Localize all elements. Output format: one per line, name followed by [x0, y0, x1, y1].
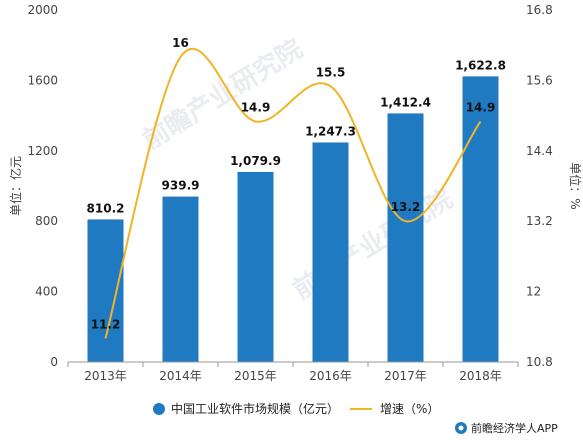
left-tick-label: 800: [35, 214, 58, 228]
right-tick-label: 15.6: [526, 73, 553, 87]
right-axis-title: 单位：%: [568, 162, 583, 209]
brand-logo-icon-inner: [458, 425, 464, 431]
x-tick-label: 2015年: [234, 369, 277, 383]
bar-data-label: 1,412.4: [380, 95, 431, 109]
x-tick-label: 2013年: [84, 369, 127, 383]
left-tick-label: 2000: [27, 3, 58, 17]
x-tick-label: 2018年: [459, 369, 502, 383]
left-tick-label: 1600: [27, 73, 58, 87]
left-tick-label: 0: [50, 355, 58, 369]
brand-text: 前瞻经济学人APP: [471, 421, 558, 435]
plot-area: 810.2 939.9 1,079.9 1,247.3 1,412.4 1,622.8 11…: [87, 36, 506, 362]
right-tick-label: 16.8: [526, 3, 553, 17]
bar-data-label: 1,079.9: [230, 154, 281, 168]
bar: [162, 196, 199, 362]
line-data-label: 13.2: [391, 200, 421, 214]
legend-swatch-bar: [153, 403, 165, 415]
bar: [237, 171, 274, 362]
line-data-label: 14.9: [466, 100, 496, 114]
growth-line: [104, 47, 482, 339]
legend-label-line: 增速（%）: [380, 402, 439, 416]
bar: [87, 219, 124, 362]
x-tick-label: 2017年: [384, 369, 427, 383]
watermark-text: 前瞻产业研究院: [137, 33, 308, 156]
line-data-label: 11.2: [91, 318, 121, 332]
left-tick-label: 1200: [27, 144, 58, 158]
bar: [312, 142, 349, 362]
bar-data-label: 810.2: [87, 201, 125, 215]
brand-footer: 前瞻经济学人APP: [455, 421, 558, 435]
x-tick-label: 2014年: [159, 369, 202, 383]
bar: [462, 76, 499, 362]
axes: 单位：亿元 单位：% 0 400 800 1200 1600 2000 10.8 12 13.2…: [8, 3, 583, 383]
legend-label-bar: 中国工业软件市场规模（亿元）: [171, 401, 339, 416]
line-data-label: 14.9: [241, 100, 271, 114]
x-tick-label: 2016年: [309, 369, 352, 383]
right-tick-label: 13.2: [526, 214, 553, 228]
legend: 中国工业软件市场规模（亿元） 增速（%）: [153, 401, 439, 416]
left-axis-title: 单位：亿元: [8, 156, 23, 216]
bar-data-label: 939.9: [162, 179, 200, 193]
bar-data-label: 1,622.8: [455, 58, 506, 72]
left-tick-label: 400: [35, 285, 58, 299]
bar: [387, 113, 424, 362]
right-tick-label: 12: [526, 285, 541, 299]
line-data-label: 16: [172, 36, 189, 50]
right-tick-label: 10.8: [526, 355, 553, 369]
bar-data-label: 1,247.3: [305, 124, 356, 138]
right-tick-label: 14.4: [526, 144, 553, 158]
line-data-label: 15.5: [316, 65, 346, 79]
